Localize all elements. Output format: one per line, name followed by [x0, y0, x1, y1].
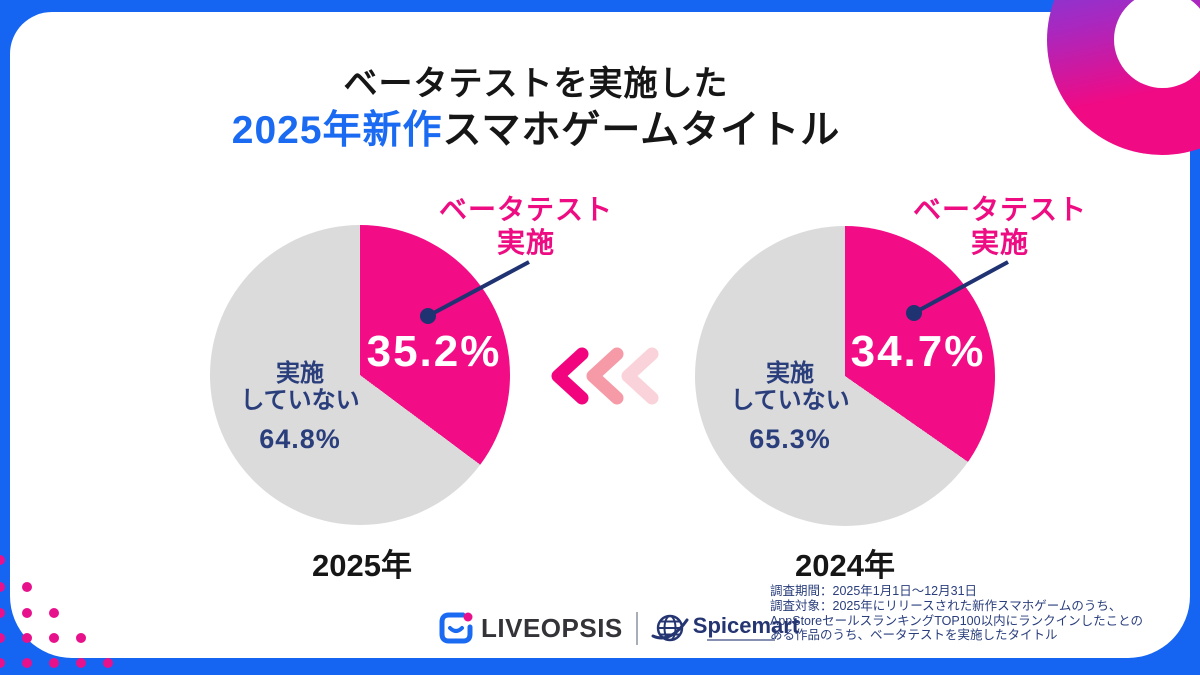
dot-decoration: [0, 633, 5, 643]
dot-decoration: [0, 658, 5, 668]
dot-decoration: [0, 555, 5, 565]
dot-decoration: [76, 633, 86, 643]
dot-decoration: [22, 608, 32, 618]
content-card: [10, 12, 1190, 658]
pie-2024-implemented-value: 34.7%: [850, 327, 986, 376]
pie-2024-callout-label: ベータテスト 実施: [912, 194, 1087, 258]
callout-line: [420, 260, 530, 324]
spicemart-logo: Spicemart: [651, 609, 799, 647]
dot-decoration: [49, 608, 59, 618]
dot-decoration: [103, 658, 113, 668]
logo-divider: [635, 611, 638, 645]
chevron-left-icon: [551, 347, 659, 405]
title-line1: ベータテストを実施した: [343, 65, 729, 103]
spicemart-tagline: [706, 639, 775, 641]
dot-decoration: [22, 582, 32, 592]
pie-chart-2025: [210, 225, 510, 525]
ring-decoration-hole: [1114, 0, 1200, 88]
not-implemented-value: 65.3%: [749, 424, 831, 454]
spicemart-globe-icon: [651, 614, 689, 642]
page-title: ベータテストを実施した 2025年新作スマホゲームタイトル: [0, 62, 1072, 156]
pie-chart-2024: [695, 226, 995, 526]
pie-2025-not-implemented-label: 実施 していない 64.8%: [205, 360, 395, 455]
year-label-2025: 2025年: [312, 548, 412, 583]
callout-line: [906, 260, 1009, 321]
dot-decoration: [22, 633, 32, 643]
spicemart-logo-text: Spicemart: [692, 613, 800, 638]
title-line2-rest: スマホゲームタイトル: [442, 109, 841, 152]
title-line2: 2025年新作スマホゲームタイトル: [0, 106, 1072, 156]
liveopsis-logo-text: LIVEOPSIS: [481, 612, 623, 643]
not-implemented-text: 実施 していない: [730, 360, 850, 414]
dot-decoration: [0, 582, 5, 592]
dot-decoration: [76, 658, 86, 668]
survey-footnote: 調査期間：2025年1月1日～12月31日 調査対象：2025年にリリースされた…: [770, 584, 1143, 643]
liveopsis-logo-icon: [439, 612, 473, 643]
title-year-highlight: 2025年新作: [231, 109, 443, 152]
pie-2024-not-implemented-label: 実施 していない 65.3%: [695, 360, 885, 455]
not-implemented-text: 実施 していない: [240, 360, 360, 414]
dot-decoration: [49, 633, 59, 643]
pie-2025-implemented-value: 35.2%: [366, 327, 502, 376]
year-label-2024: 2024年: [795, 548, 895, 583]
not-implemented-value: 64.8%: [259, 424, 341, 454]
dot-decoration: [22, 658, 32, 668]
dot-decoration: [0, 608, 5, 618]
pie-2025-callout-label: ベータテスト 実施: [438, 194, 613, 258]
dot-decoration: [49, 658, 59, 668]
footer-logos: LIVEOPSIS Spicemart: [438, 608, 799, 648]
